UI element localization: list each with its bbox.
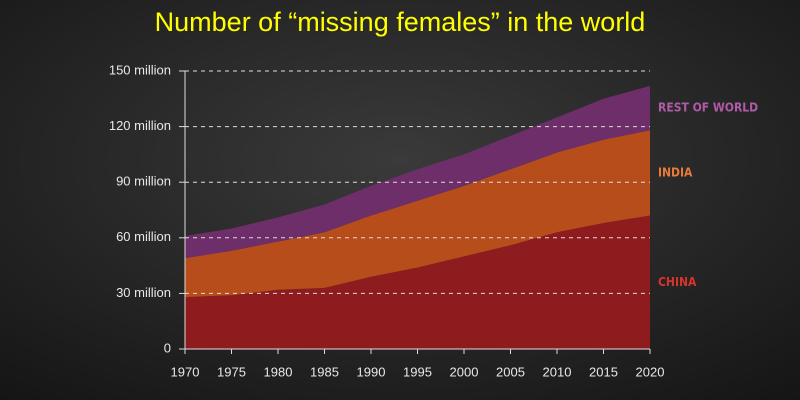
area bbox=[185, 130, 650, 298]
x-tick-label: 2000 bbox=[450, 364, 479, 379]
x-tick-label: 2005 bbox=[496, 364, 525, 379]
x-tick-label: 2010 bbox=[543, 364, 572, 379]
x-tick-label: 1975 bbox=[217, 364, 246, 379]
y-tick-label: 150 million bbox=[109, 62, 171, 77]
x-tick-label: 1985 bbox=[310, 364, 339, 379]
y-tick-label: 0 bbox=[164, 340, 171, 355]
x-tick-label: 1970 bbox=[171, 364, 200, 379]
x-tick-label: 2015 bbox=[589, 364, 618, 379]
y-tick-label: 60 million bbox=[116, 229, 171, 244]
series-label: INDIA bbox=[658, 165, 693, 179]
x-tick-label: 1990 bbox=[357, 364, 386, 379]
x-tick-label: 2020 bbox=[636, 364, 665, 379]
x-tick-label: 1980 bbox=[264, 364, 293, 379]
area bbox=[185, 85, 650, 259]
y-tick-label: 30 million bbox=[116, 285, 171, 300]
y-tick-label: 120 million bbox=[109, 118, 171, 133]
chart-title: Number of “missing females” in the world bbox=[155, 7, 646, 37]
series-label: CHINA bbox=[658, 275, 697, 289]
series-label: REST OF WORLD bbox=[658, 101, 758, 115]
y-tick-label: 90 million bbox=[116, 174, 171, 189]
x-tick-label: 1995 bbox=[403, 364, 432, 379]
area bbox=[185, 215, 650, 349]
